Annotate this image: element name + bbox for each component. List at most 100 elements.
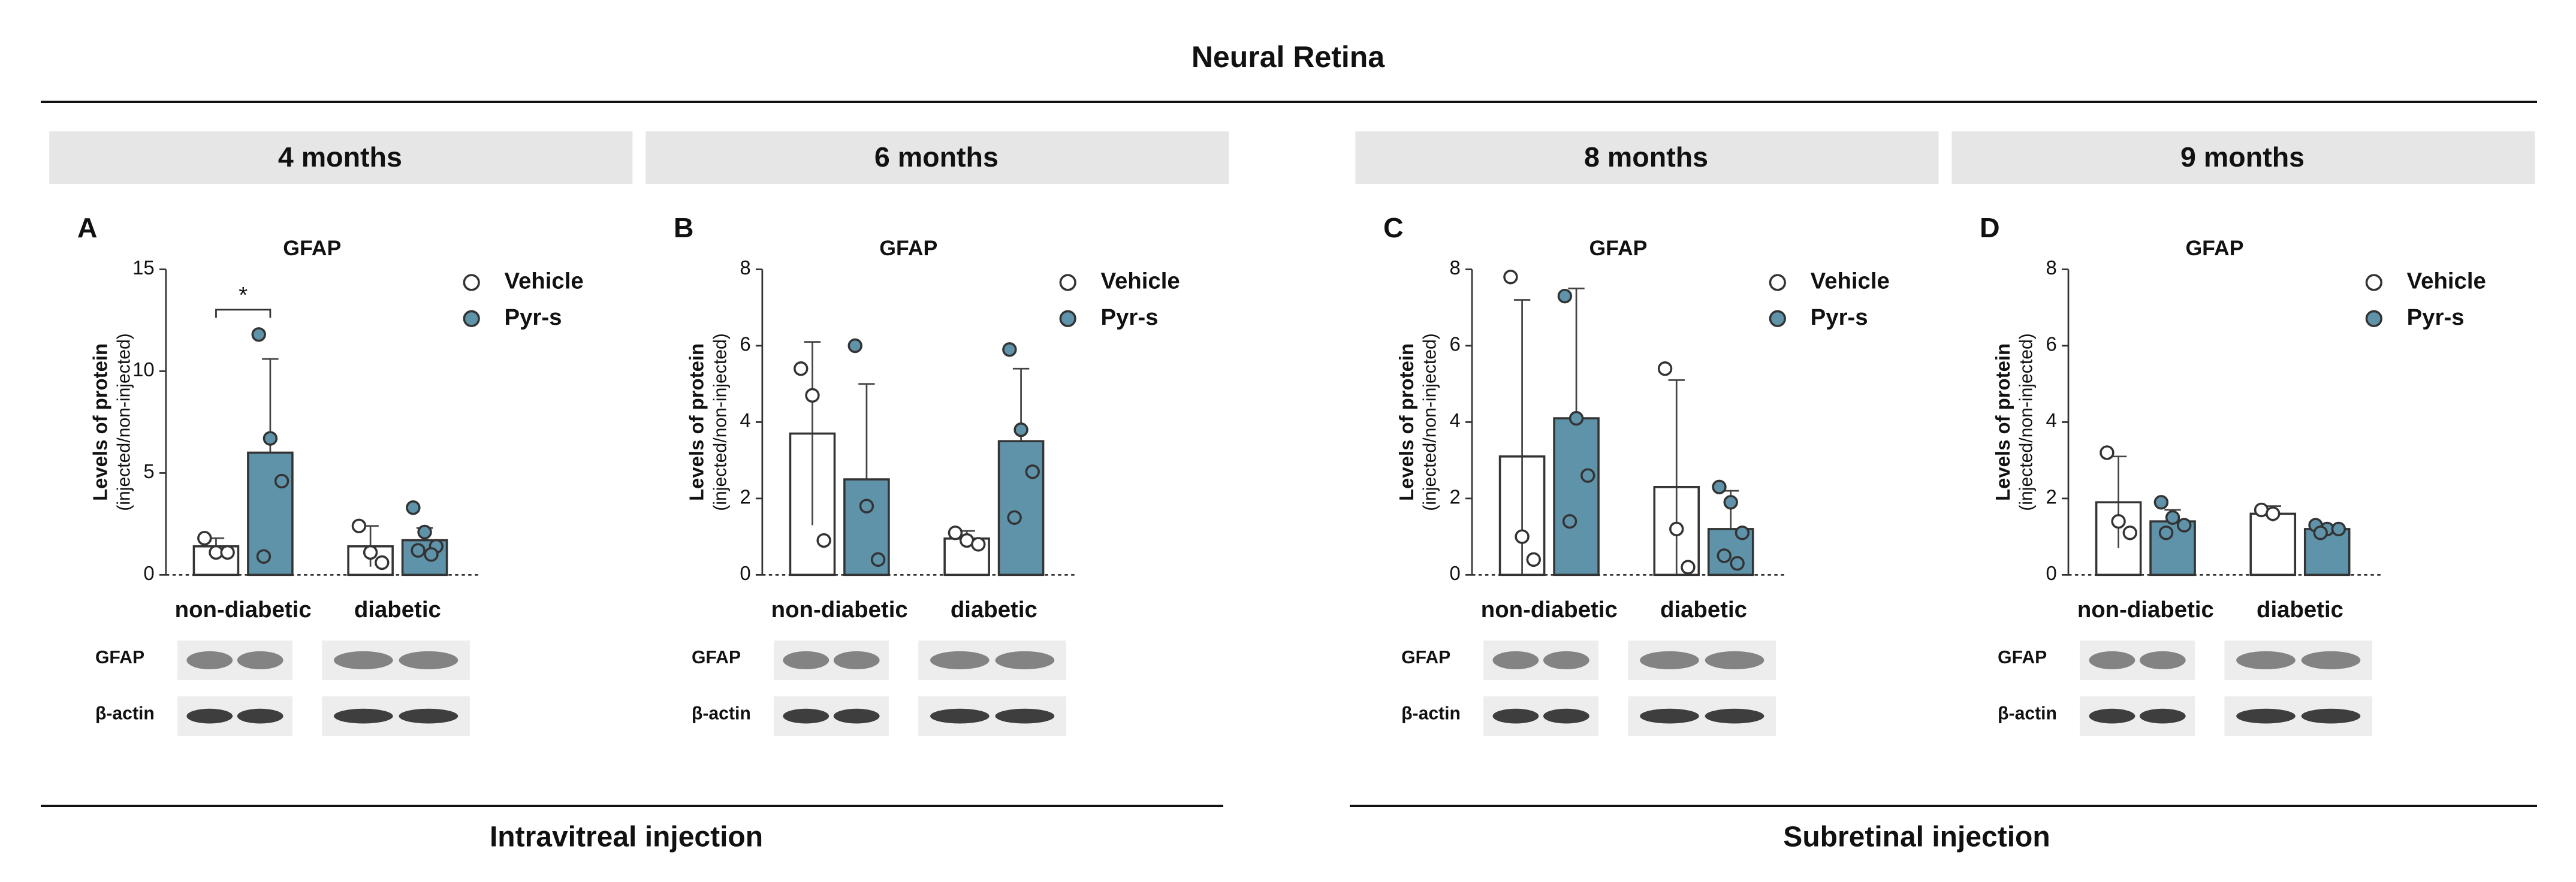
data-point (1723, 495, 1738, 510)
data-point (2158, 525, 2174, 540)
data-point (263, 431, 278, 446)
y-tick-label: 15 (132, 256, 155, 279)
data-point (2153, 495, 2169, 510)
data-point (1669, 521, 1684, 537)
y-tick-label: 4 (1450, 409, 1461, 431)
blot-band (2139, 651, 2186, 669)
panel-letter: B (674, 212, 694, 243)
data-point (2111, 514, 2126, 529)
x-tick-label: non-diabetic (175, 597, 312, 623)
legend-label: Pyr-s (1811, 304, 1868, 330)
panel: 8 months C GFAP Levels of protein (injected/… (1355, 131, 1939, 736)
bar (2095, 501, 2142, 576)
data-point (859, 499, 874, 514)
y-tick-label: 2 (2046, 486, 2057, 508)
data-point (1562, 514, 1577, 529)
data-point (363, 545, 378, 560)
y-tick-label: 5 (143, 460, 154, 482)
data-point (417, 524, 432, 540)
legend-marker (1769, 310, 1786, 327)
blot-band (1543, 708, 1589, 724)
blot-label: β-actin (692, 703, 751, 723)
data-point (794, 361, 809, 376)
y-tick-label: 6 (2046, 333, 2057, 355)
legend-marker (463, 310, 480, 327)
data-point (2177, 518, 2192, 533)
legend-marker (1059, 310, 1076, 327)
data-point (1657, 361, 1673, 376)
legend-label: Pyr-s (1101, 304, 1159, 330)
bar (997, 440, 1045, 576)
footer-label: Subretinal injection (1783, 821, 2050, 853)
blot-band (237, 708, 283, 724)
y-axis-label: (injected/non-injected) (2016, 333, 2036, 511)
y-tick-label: 6 (740, 333, 750, 355)
y-tick-label: 0 (2046, 562, 2057, 584)
panel-header-bg (49, 131, 633, 184)
blot-label: GFAP (692, 648, 741, 667)
bar (1653, 486, 1700, 576)
data-point (256, 549, 272, 564)
blot-band (1543, 651, 1589, 669)
bar (1553, 417, 1600, 576)
data-point (805, 388, 820, 403)
y-tick-label: 8 (740, 256, 750, 279)
significance-bracket (215, 309, 272, 318)
legend-label: Vehicle (1101, 268, 1180, 294)
y-axis-label: Levels of protein (1992, 343, 2014, 501)
panel-letter: C (1383, 212, 1404, 243)
y-axis-label: Levels of protein (1395, 343, 1417, 501)
data-point (1580, 468, 1595, 483)
blot-label: β-actin (1401, 703, 1461, 723)
blot-label: GFAP (1998, 648, 2047, 667)
legend-marker (463, 274, 480, 291)
panel-letter: A (77, 212, 98, 243)
blot-band (1492, 651, 1539, 669)
data-point (2331, 521, 2346, 537)
blot-band (2139, 708, 2186, 724)
blot-band (186, 708, 233, 724)
blot-band (783, 651, 829, 669)
blot-label: GFAP (95, 648, 144, 667)
blot-band (1705, 708, 1764, 724)
blot-band (2301, 651, 2361, 669)
data-point (1025, 464, 1040, 479)
y-tick-label: 10 (132, 358, 155, 380)
data-point (948, 525, 963, 540)
y-tick-label: 0 (143, 562, 154, 584)
data-point (1007, 510, 1022, 525)
bar (1707, 528, 1754, 576)
legend-marker (2365, 274, 2382, 291)
legend-label: Pyr-s (2407, 304, 2465, 330)
chart-title: GFAP (2185, 236, 2243, 260)
data-point (2266, 506, 2281, 521)
data-point (1712, 479, 1727, 494)
blot-label: β-actin (1998, 703, 2057, 723)
x-tick-label: diabetic (1660, 597, 1747, 623)
data-point (375, 555, 390, 570)
panel-header: 6 months (874, 141, 999, 173)
y-axis-label: Levels of protein (89, 343, 111, 501)
blot-label: GFAP (1401, 648, 1450, 667)
blot-band (333, 708, 393, 724)
blot-band (399, 708, 459, 724)
y-tick-label: 4 (740, 409, 750, 431)
panel: 9 months D GFAP Levels of protein (injected/… (1951, 131, 2535, 736)
y-axis-label: (injected/non-injected) (114, 333, 134, 511)
blot-band (2236, 651, 2296, 669)
bar (2249, 512, 2297, 576)
panel: 4 months A GFAP Levels of protein (injected/… (49, 131, 633, 736)
blot-band (2089, 651, 2135, 669)
data-point (1717, 548, 1732, 563)
chart-title: GFAP (879, 236, 937, 260)
blot-band (2089, 708, 2135, 724)
blot-band (1640, 651, 1699, 669)
data-point (411, 543, 426, 558)
legend-label: Vehicle (505, 268, 584, 294)
blot-band (237, 651, 283, 669)
y-tick-label: 4 (2046, 409, 2057, 431)
panel-header: 8 months (1584, 141, 1708, 173)
x-tick-label: diabetic (2257, 597, 2343, 623)
bar (843, 478, 890, 576)
